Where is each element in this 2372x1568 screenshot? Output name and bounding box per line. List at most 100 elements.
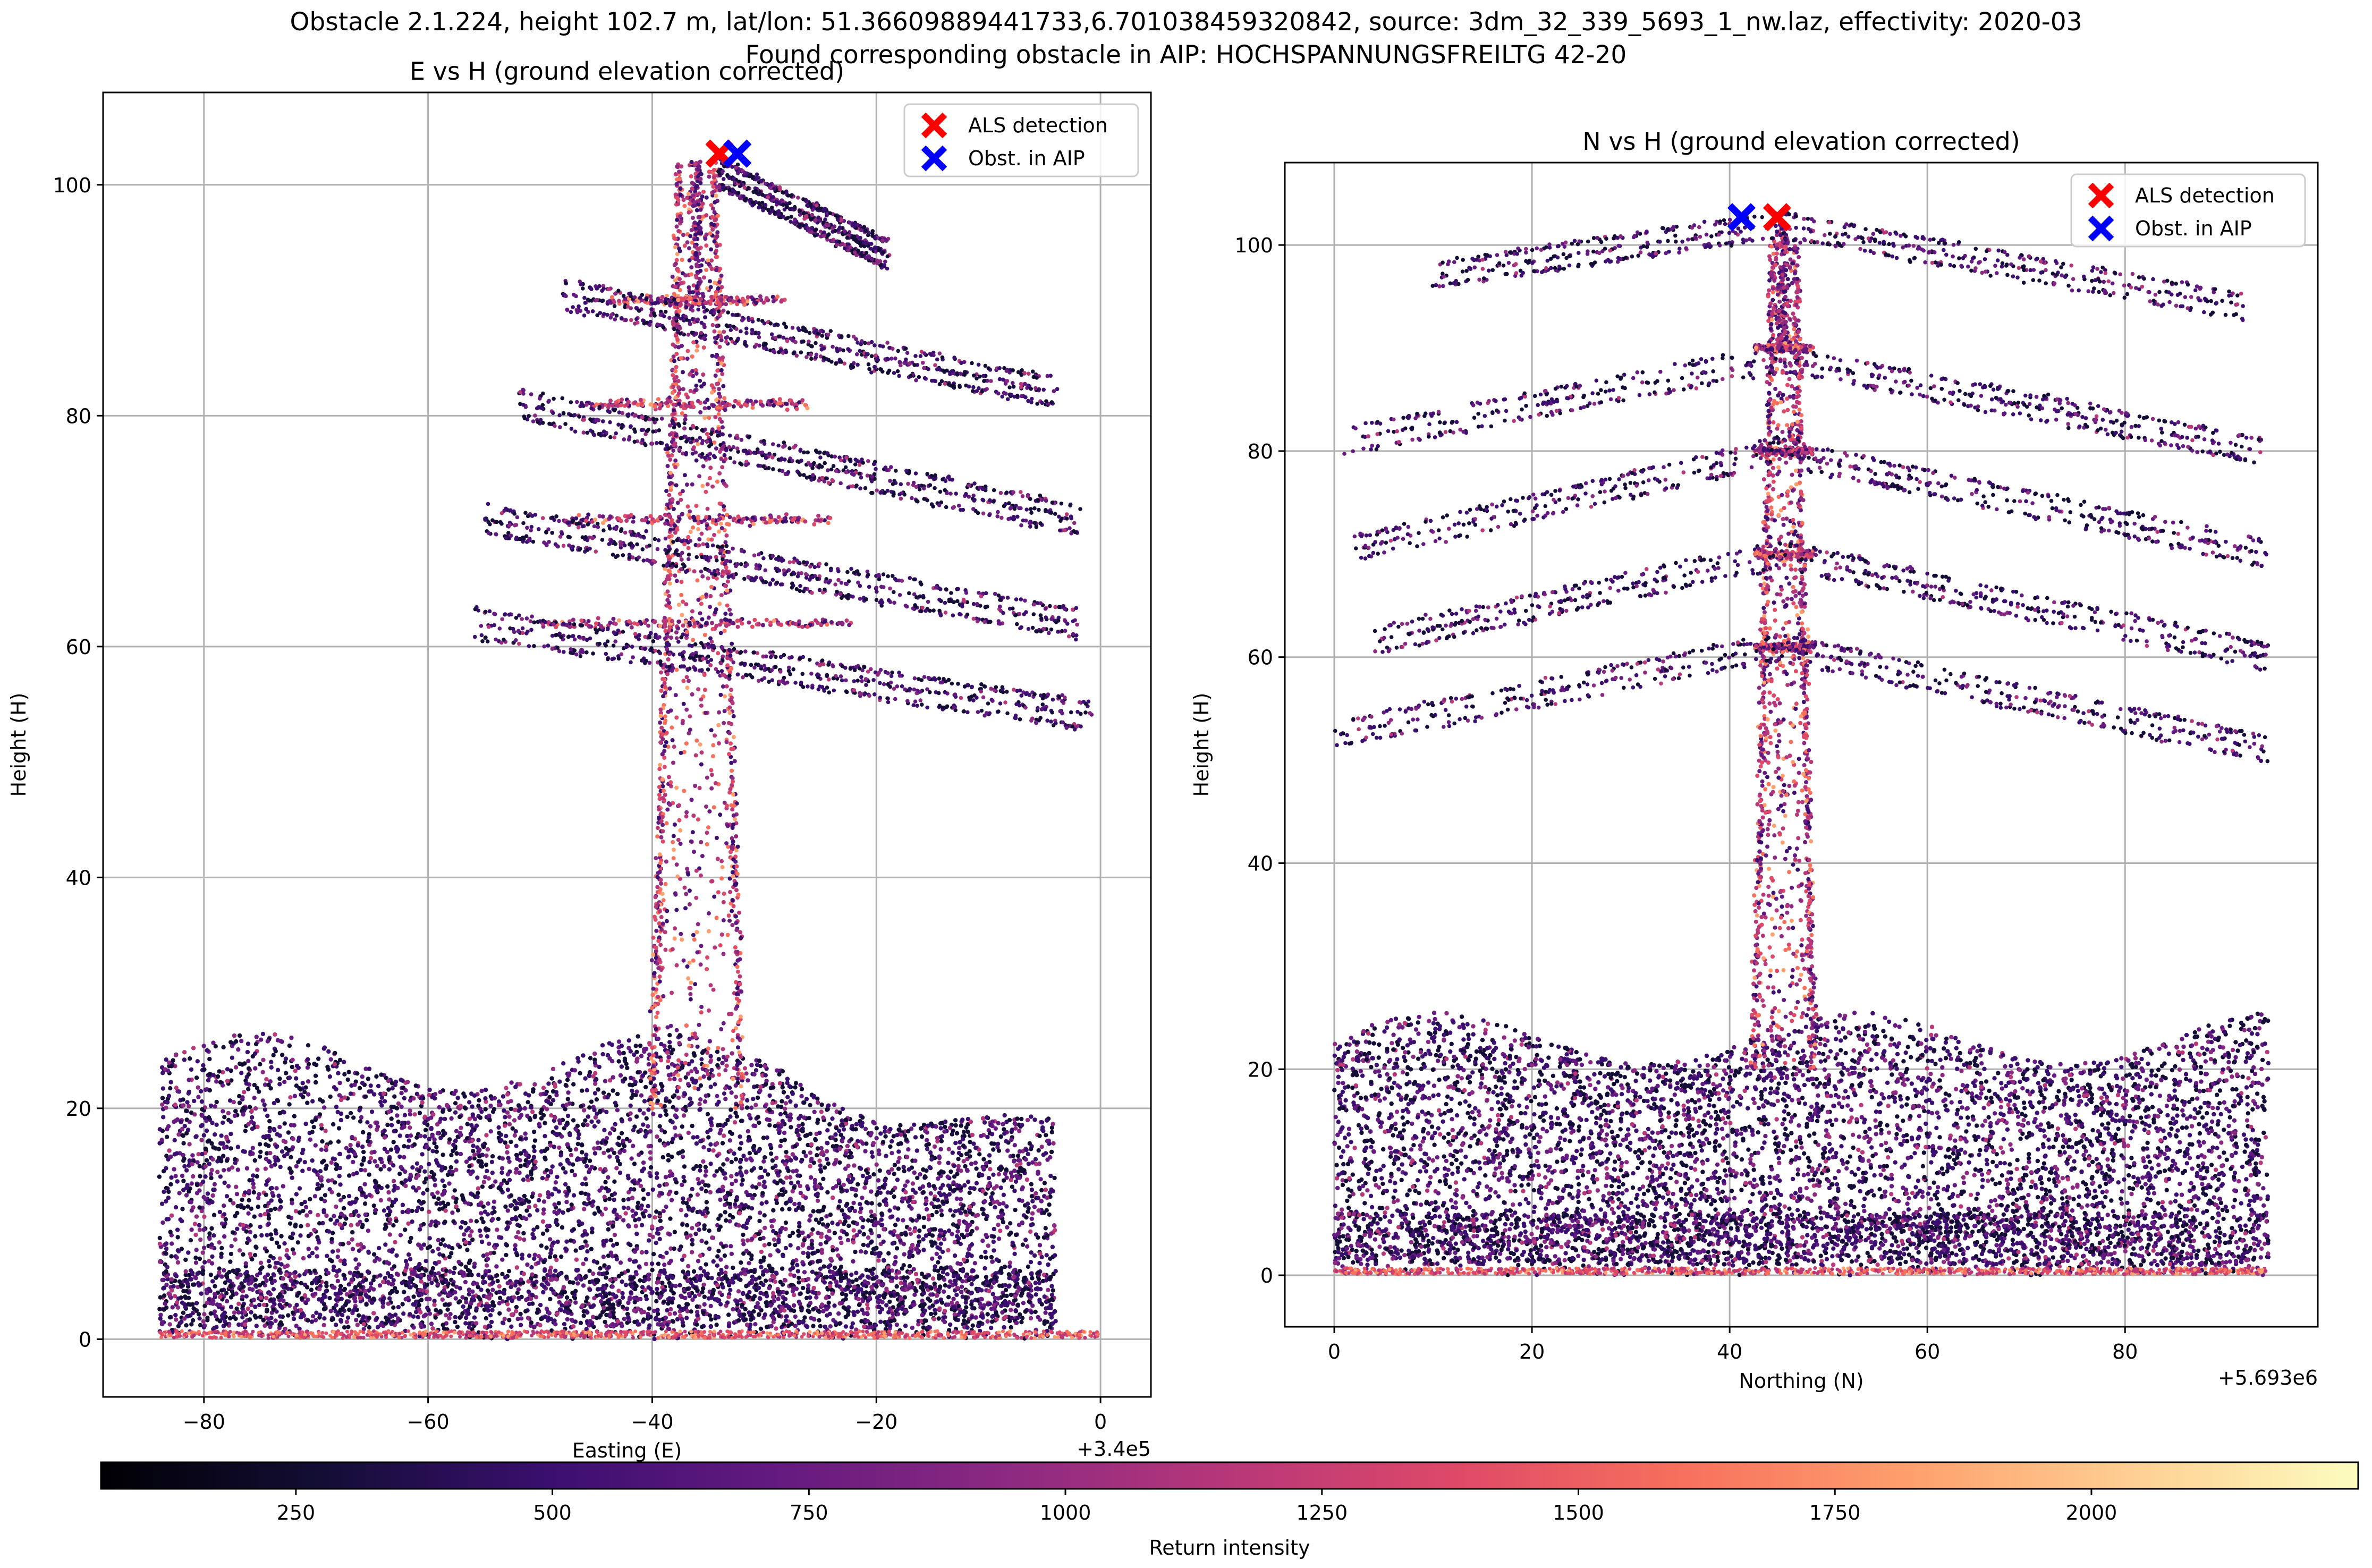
lidar-point: [980, 1207, 985, 1211]
lidar-point: [284, 1248, 290, 1253]
lidar-point: [779, 1188, 784, 1193]
lidar-point: [745, 1238, 750, 1243]
lidar-point: [916, 1234, 921, 1239]
lidar-point: [328, 1057, 333, 1062]
lidar-point: [878, 1190, 883, 1195]
lidar-point: [1008, 1221, 1013, 1226]
lidar-point: [445, 1172, 451, 1177]
lidar-point: [375, 1124, 380, 1129]
lidar-point: [625, 1173, 631, 1179]
lidar-point: [733, 1179, 739, 1183]
lidar-point: [1001, 1219, 1006, 1225]
lidar-point: [859, 1124, 865, 1129]
lidar-point: [189, 1181, 194, 1186]
lidar-point: [1048, 1256, 1053, 1261]
lidar-point: [170, 1305, 175, 1310]
lidar-point: [175, 1227, 180, 1232]
lidar-point: [372, 1092, 377, 1097]
lidar-point: [485, 1257, 490, 1261]
lidar-point: [690, 1242, 695, 1247]
lidar-point: [609, 1042, 615, 1047]
lidar-point: [961, 1235, 967, 1240]
lidar-point: [461, 1197, 466, 1202]
lidar-point: [937, 1204, 942, 1209]
lidar-point: [641, 1160, 646, 1165]
lidar-point: [222, 1145, 227, 1150]
lidar-point: [749, 1063, 754, 1067]
lidar-point: [198, 1174, 202, 1179]
lidar-point: [591, 1199, 596, 1204]
lidar-point: [668, 1216, 673, 1221]
lidar-point: [276, 1193, 281, 1198]
lidar-point: [650, 1234, 655, 1239]
lidar-point: [984, 1161, 989, 1166]
lidar-point: [543, 1091, 548, 1097]
lidar-point: [757, 1231, 761, 1236]
lidar-point: [332, 1085, 337, 1090]
lidar-point: [1012, 1143, 1018, 1148]
lidar-point: [1015, 1154, 1021, 1158]
lidar-point: [1029, 1188, 1035, 1192]
lidar-point: [716, 1216, 721, 1221]
lidar-point: [863, 1168, 869, 1173]
lidar-point: [671, 1137, 675, 1141]
lidar-point: [332, 1214, 336, 1218]
lidar-point: [563, 1182, 568, 1187]
lidar-point: [513, 1207, 518, 1211]
lidar-point: [547, 1095, 552, 1099]
lidar-point: [671, 1094, 675, 1099]
lidar-point: [490, 1171, 495, 1175]
lidar-point: [897, 1156, 902, 1160]
lidar-point: [451, 1219, 456, 1224]
lidar-point: [490, 1217, 495, 1222]
lidar-point: [269, 1164, 274, 1169]
lidar-point: [197, 1256, 202, 1261]
lidar-point: [353, 1257, 358, 1262]
lidar-point: [696, 1087, 701, 1091]
lidar-point: [937, 1154, 942, 1159]
lidar-point: [161, 1286, 166, 1291]
lidar-point: [846, 1163, 851, 1168]
lidar-point: [251, 1181, 256, 1186]
lidar-point: [281, 1184, 285, 1189]
lidar-point: [541, 1113, 546, 1118]
lidar-point: [367, 1066, 372, 1071]
lidar-point: [282, 1080, 287, 1084]
lidar-point: [639, 1054, 644, 1058]
lidar-point: [809, 1156, 814, 1162]
lidar-point: [446, 1244, 451, 1249]
lidar-point: [1043, 1226, 1048, 1231]
lidar-point: [598, 1266, 603, 1271]
lidar-point: [1033, 1157, 1038, 1162]
lidar-point: [363, 1094, 368, 1099]
lidar-point: [226, 1111, 231, 1116]
lidar-point: [206, 1115, 211, 1120]
lidar-point: [780, 1099, 784, 1104]
lidar-point: [783, 1226, 788, 1232]
lidar-point: [629, 1095, 634, 1100]
lidar-point: [819, 1248, 824, 1252]
lidar-point: [621, 1205, 626, 1210]
lidar-point: [388, 1147, 394, 1152]
lidar-point: [472, 1315, 477, 1320]
lidar-point: [883, 1125, 887, 1130]
lidar-point: [504, 1086, 509, 1090]
lidar-point: [430, 1192, 435, 1197]
lidar-point: [566, 1185, 571, 1190]
lidar-point: [157, 1127, 163, 1132]
lidar-point: [441, 1253, 446, 1258]
lidar-point: [265, 1113, 270, 1118]
lidar-point: [984, 1115, 989, 1120]
lidar-point: [933, 1264, 938, 1269]
lidar-point: [744, 1221, 749, 1226]
lidar-point: [536, 1198, 541, 1202]
lidar-point: [327, 1074, 333, 1079]
lidar-point: [386, 1087, 391, 1092]
lidar-point: [908, 1231, 913, 1236]
lidar-point: [208, 1103, 214, 1108]
lidar-point: [565, 1142, 570, 1147]
lidar-point: [453, 1138, 458, 1143]
lidar-point: [788, 1243, 793, 1248]
lidar-point: [809, 1232, 814, 1236]
lidar-point: [998, 1185, 1003, 1190]
